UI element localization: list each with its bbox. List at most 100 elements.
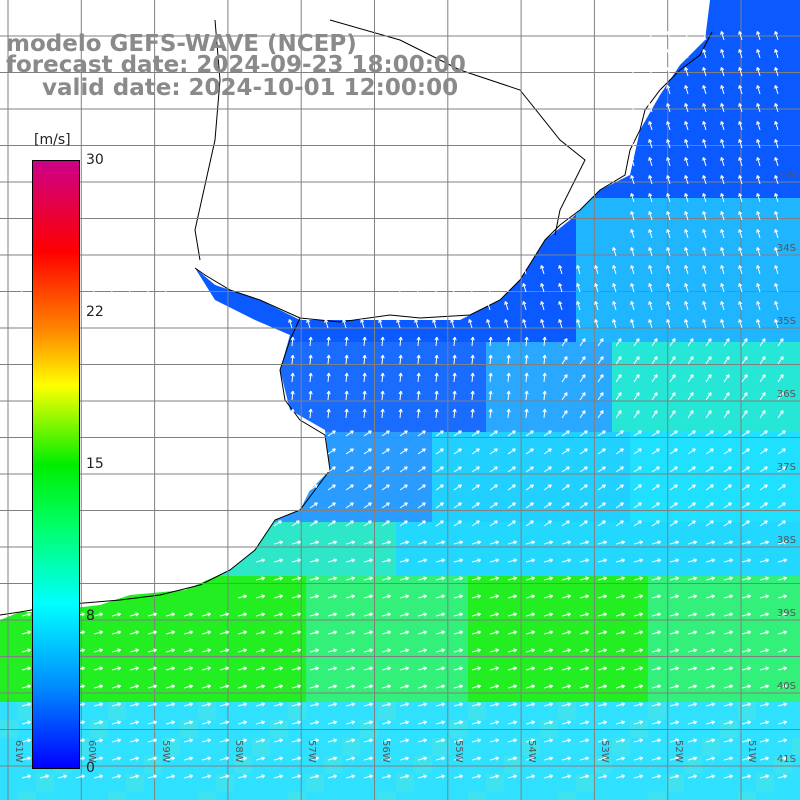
wind-arrow: [237, 702, 248, 707]
colorbar-tick-22: 22: [86, 304, 104, 320]
wind-arrow: [687, 466, 696, 473]
wind-arrow: [756, 319, 761, 329]
wind-cell: [594, 378, 612, 396]
wind-cell: [306, 792, 324, 800]
wind-cell: [702, 414, 720, 432]
wind-cell: [792, 216, 800, 234]
wind-arrow: [507, 430, 516, 437]
wind-arrow: [651, 466, 660, 473]
wind-cell: [540, 432, 558, 450]
wind-cell: [306, 630, 324, 648]
wind-cell: [360, 576, 378, 594]
wind-arrow: [381, 540, 392, 545]
wind-arrow: [524, 354, 529, 365]
wind-arrow: [777, 338, 784, 347]
wind-cell: [738, 54, 756, 72]
wind-arrow: [669, 720, 680, 725]
wind-arrow: [453, 540, 464, 545]
wind-arrow: [381, 502, 390, 509]
wind-arrow: [327, 594, 338, 599]
wind-arrow: [774, 103, 779, 113]
wind-arrow: [579, 392, 586, 401]
wind-arrow: [201, 612, 212, 617]
wind-arrow: [774, 301, 779, 311]
wind-arrow: [666, 175, 671, 185]
wind-cell: [630, 162, 648, 180]
wind-cell: [108, 792, 126, 800]
wind-arrow: [630, 283, 635, 293]
wind-cell: [702, 756, 720, 774]
wind-cell: [756, 126, 774, 144]
wind-cell: [522, 522, 540, 540]
wind-cell: [702, 36, 720, 54]
wind-arrow: [705, 612, 716, 617]
wind-cell: [540, 792, 558, 800]
wind-arrow: [741, 356, 748, 365]
wind-cell: [756, 36, 774, 54]
wind-arrow: [219, 684, 230, 689]
wind-arrow: [273, 520, 282, 527]
wind-cell: [792, 792, 800, 800]
wind-arrow: [738, 283, 743, 293]
wind-cell: [414, 576, 432, 594]
wind-cell: [180, 666, 198, 684]
wind-arrow: [561, 594, 572, 599]
wind-cell: [684, 540, 702, 558]
wind-arrow: [399, 558, 410, 563]
wind-arrow: [165, 666, 176, 671]
wind-cell: [756, 594, 774, 612]
wind-arrow: [633, 720, 644, 725]
wind-cell: [540, 594, 558, 612]
wind-arrow: [723, 374, 730, 383]
wind-arrow: [540, 283, 545, 293]
wind-arrow: [684, 67, 689, 77]
wind-cell: [648, 378, 666, 396]
wind-cell: [414, 378, 432, 396]
wind-cell: [378, 486, 396, 504]
wind-arrow: [21, 612, 32, 617]
wind-arrow: [308, 336, 313, 347]
wind-arrow: [579, 410, 586, 419]
wind-arrow: [615, 648, 626, 653]
wind-cell: [774, 234, 792, 252]
wind-cell: [720, 162, 738, 180]
wind-arrow: [633, 684, 644, 689]
wind-arrow: [651, 484, 660, 491]
wind-arrow: [344, 336, 349, 347]
wind-arrow: [561, 702, 572, 707]
wind-cell: [792, 90, 800, 108]
wind-cell: [702, 666, 720, 684]
wind-arrow: [741, 612, 752, 617]
wind-arrow: [615, 356, 622, 365]
wind-arrow: [507, 738, 518, 743]
wind-cell: [702, 234, 720, 252]
wind-cell: [342, 522, 360, 540]
wind-arrow: [633, 648, 644, 653]
wind-arrow: [414, 319, 419, 329]
wind-arrow: [630, 139, 635, 149]
wind-cell: [234, 774, 252, 792]
wind-arrow: [414, 265, 419, 275]
wind-arrow: [666, 121, 671, 131]
wind-cell: [540, 342, 558, 360]
wind-arrow: [471, 430, 480, 437]
wind-cell: [432, 612, 450, 630]
wind-cell: [342, 756, 360, 774]
wind-cell: [738, 702, 756, 720]
lon-label: 61W: [13, 740, 24, 763]
wind-arrow: [111, 702, 122, 707]
wind-arrow: [561, 392, 568, 401]
wind-arrow: [684, 283, 689, 293]
wind-arrow: [633, 630, 644, 635]
wind-arrow: [669, 756, 680, 761]
wind-arrow: [759, 374, 766, 383]
wind-cell: [0, 774, 18, 792]
wind-arrow: [327, 756, 338, 761]
wind-cell: [396, 324, 414, 342]
wind-arrow: [126, 301, 131, 311]
wind-arrow: [630, 229, 635, 239]
wind-arrow: [453, 484, 462, 491]
wind-cell: [594, 252, 612, 270]
wind-cell: [450, 324, 468, 342]
wind-cell: [162, 612, 180, 630]
